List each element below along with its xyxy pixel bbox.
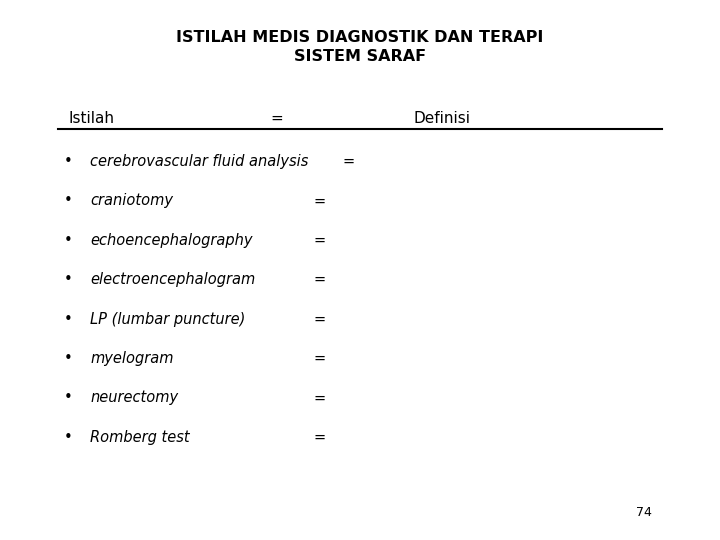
Text: =: =: [313, 312, 325, 327]
Text: =: =: [313, 390, 325, 406]
Text: =: =: [313, 272, 325, 287]
Text: Romberg test: Romberg test: [90, 430, 189, 445]
Text: •: •: [64, 154, 73, 169]
Text: =: =: [271, 111, 284, 126]
Text: electroencephalogram: electroencephalogram: [90, 272, 256, 287]
Text: 74: 74: [636, 507, 652, 519]
Text: •: •: [64, 351, 73, 366]
Text: =: =: [313, 193, 325, 208]
Text: LP (lumbar puncture): LP (lumbar puncture): [90, 312, 246, 327]
Text: =: =: [313, 351, 325, 366]
Text: Definisi: Definisi: [414, 111, 471, 126]
Text: •: •: [64, 233, 73, 248]
Text: =: =: [313, 233, 325, 248]
Text: •: •: [64, 312, 73, 327]
Text: •: •: [64, 193, 73, 208]
Text: =: =: [313, 430, 325, 445]
Text: echoencephalography: echoencephalography: [90, 233, 253, 248]
Text: craniotomy: craniotomy: [90, 193, 173, 208]
Text: •: •: [64, 390, 73, 406]
Text: =: =: [342, 154, 354, 169]
Text: ISTILAH MEDIS DIAGNOSTIK DAN TERAPI
SISTEM SARAF: ISTILAH MEDIS DIAGNOSTIK DAN TERAPI SIST…: [176, 30, 544, 64]
Text: Istilah: Istilah: [68, 111, 114, 126]
Text: neurectomy: neurectomy: [90, 390, 178, 406]
Text: •: •: [64, 272, 73, 287]
Text: myelogram: myelogram: [90, 351, 174, 366]
Text: cerebrovascular fluid analysis: cerebrovascular fluid analysis: [90, 154, 308, 169]
Text: •: •: [64, 430, 73, 445]
